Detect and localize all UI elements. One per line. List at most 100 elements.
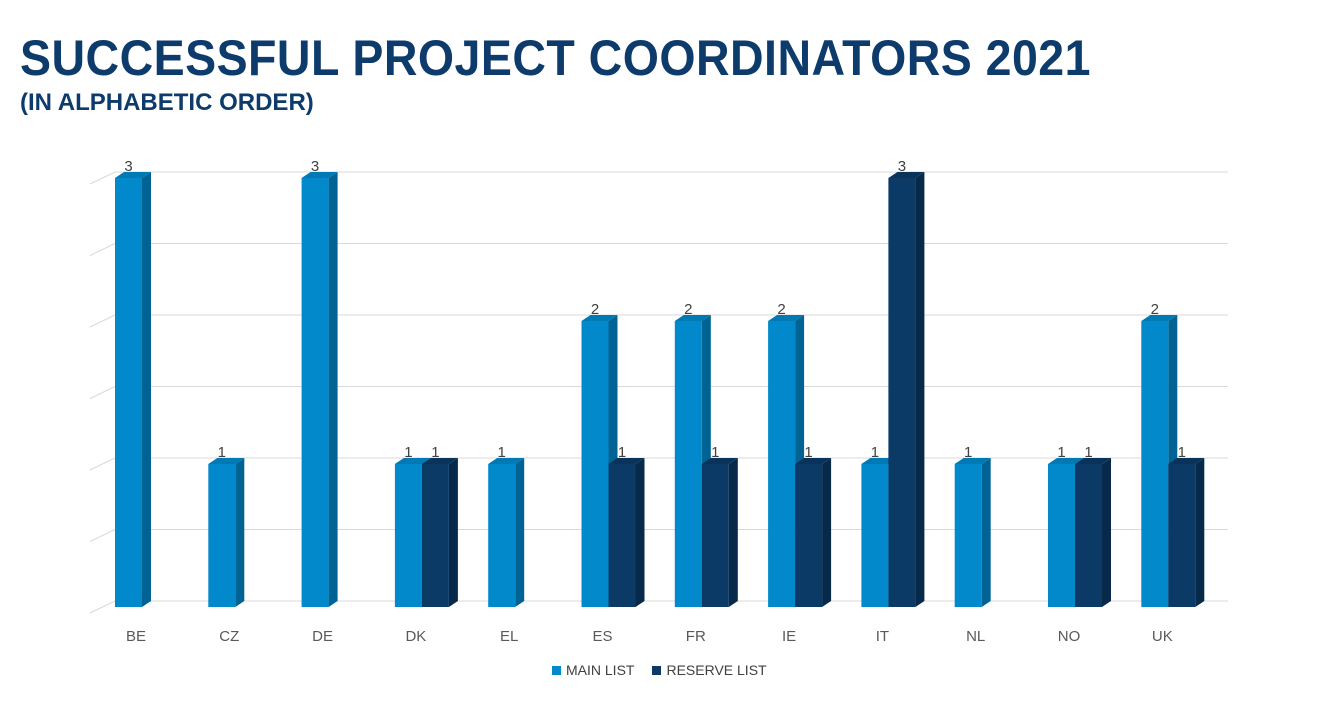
bar-front bbox=[861, 464, 889, 607]
data-label: 2 bbox=[1151, 301, 1159, 318]
gridline-side bbox=[89, 529, 116, 542]
legend-label-reserve-list: RESERVE LIST bbox=[666, 662, 767, 678]
bars bbox=[115, 172, 1205, 607]
data-labels: 3 1 3 1 1 1 2 1 2 1 2 1 1 3 1 1 1 2 1 bbox=[124, 158, 1186, 461]
bar-side bbox=[1195, 458, 1205, 607]
bar-fr-reserve-list bbox=[701, 458, 738, 607]
gridline-side bbox=[89, 314, 116, 328]
bar-top bbox=[888, 172, 925, 178]
bar-side bbox=[915, 172, 925, 607]
bar-side bbox=[981, 458, 991, 607]
data-label: 1 bbox=[711, 444, 719, 461]
chart-title: SUCCESSFUL PROJECT COORDINATORS 2021 bbox=[20, 30, 1091, 86]
legend-label-main-list: MAIN LIST bbox=[566, 662, 635, 678]
data-label: 3 bbox=[124, 158, 132, 175]
x-tick-labels: BE CZ DE DK EL ES FR IE IT NL NO UK bbox=[126, 628, 1173, 645]
data-label: 3 bbox=[898, 158, 906, 175]
bar-top bbox=[581, 315, 618, 321]
bar-side bbox=[328, 172, 338, 607]
legend-swatch-reserve-list bbox=[652, 665, 662, 675]
bar-front bbox=[115, 178, 142, 607]
gridline-side bbox=[89, 600, 116, 614]
bar-front bbox=[674, 321, 702, 607]
bar-top bbox=[795, 458, 832, 464]
bar-dk-reserve-list bbox=[421, 458, 458, 607]
data-label: 3 bbox=[311, 158, 319, 175]
bar-front bbox=[888, 178, 916, 607]
gridline-side bbox=[89, 171, 116, 185]
bar-top bbox=[701, 458, 738, 464]
bar-no-reserve-list bbox=[1075, 458, 1111, 607]
x-tick-label: NO bbox=[1058, 628, 1081, 645]
data-label: 1 bbox=[404, 444, 412, 461]
legend-swatch-main-list bbox=[552, 665, 561, 675]
x-tick-label: UK bbox=[1152, 628, 1173, 645]
bar-side bbox=[728, 458, 738, 607]
bar-front bbox=[608, 464, 636, 607]
bar-side bbox=[822, 458, 832, 607]
data-label: 1 bbox=[498, 444, 506, 461]
bar-top bbox=[301, 172, 338, 178]
gridline-side bbox=[89, 243, 116, 256]
bar-top bbox=[1075, 458, 1111, 464]
legend-item-main-list: MAIN LIST bbox=[552, 662, 634, 678]
bar-top bbox=[1141, 315, 1178, 321]
data-label: 2 bbox=[777, 301, 785, 318]
bar-ie-reserve-list bbox=[795, 458, 832, 607]
bar-front bbox=[701, 464, 729, 607]
bar-front bbox=[1141, 321, 1169, 607]
bar-side bbox=[142, 172, 151, 607]
bar-uk-reserve-list bbox=[1168, 458, 1205, 607]
bar-top bbox=[394, 458, 431, 464]
bar-be-main-list bbox=[115, 172, 151, 607]
bar-front bbox=[394, 464, 422, 607]
bar-top bbox=[1168, 458, 1205, 464]
legend-item-reserve-list: RESERVE LIST bbox=[652, 662, 767, 678]
bar-el-main-list bbox=[488, 458, 525, 607]
x-tick-label: DK bbox=[405, 628, 426, 645]
legend: MAIN LIST RESERVE LIST bbox=[552, 660, 767, 680]
x-tick-label: BE bbox=[126, 628, 146, 645]
gridline-side bbox=[89, 457, 116, 471]
bar-front bbox=[1048, 464, 1075, 607]
bar-side bbox=[515, 458, 525, 607]
data-label: 1 bbox=[618, 444, 626, 461]
x-tick-label: IE bbox=[782, 628, 796, 645]
bar-top bbox=[115, 172, 151, 178]
bar-side bbox=[235, 458, 245, 607]
bar-front bbox=[421, 464, 449, 607]
bar-side bbox=[1102, 458, 1111, 607]
x-tick-label: EL bbox=[500, 628, 518, 645]
bar-de-main-list bbox=[301, 172, 338, 607]
data-label: 1 bbox=[871, 444, 879, 461]
bar-front bbox=[301, 178, 329, 607]
bar-top bbox=[954, 458, 991, 464]
data-label: 1 bbox=[1084, 444, 1092, 461]
bar-top bbox=[768, 315, 805, 321]
bar-front bbox=[954, 464, 982, 607]
bar-front bbox=[1075, 464, 1102, 607]
bar-front bbox=[581, 321, 609, 607]
bar-nl-main-list bbox=[954, 458, 991, 607]
bar-side bbox=[448, 458, 458, 607]
data-label: 1 bbox=[964, 444, 972, 461]
data-label: 1 bbox=[1178, 444, 1186, 461]
bar-front bbox=[795, 464, 823, 607]
bar-front bbox=[768, 321, 796, 607]
x-tick-label: NL bbox=[966, 628, 985, 645]
x-tick-label: FR bbox=[686, 628, 706, 645]
chart-subtitle: (IN ALPHABETIC ORDER) bbox=[20, 89, 314, 116]
bar-cz-main-list bbox=[208, 458, 245, 607]
bar-top bbox=[421, 458, 458, 464]
bar-top bbox=[488, 458, 525, 464]
bar-top bbox=[1048, 458, 1084, 464]
data-label: 2 bbox=[591, 301, 599, 318]
bar-top bbox=[608, 458, 645, 464]
x-tick-label: ES bbox=[592, 628, 612, 645]
bar-front bbox=[208, 464, 236, 607]
data-label: 1 bbox=[804, 444, 812, 461]
bar-side bbox=[635, 458, 645, 607]
x-tick-label: CZ bbox=[219, 628, 239, 645]
bar-es-reserve-list bbox=[608, 458, 645, 607]
